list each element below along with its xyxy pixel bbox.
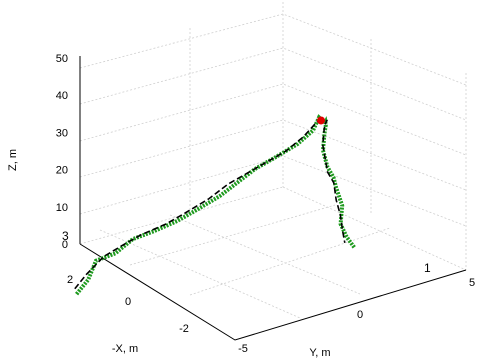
- series-line-green: [75, 114, 357, 296]
- x-tick-label: 2: [67, 274, 73, 286]
- grid-layer: [79, 2, 467, 341]
- series-line-black: [74, 119, 346, 290]
- y-axis-label: Y, m: [309, 347, 330, 359]
- start-marker: [317, 116, 325, 125]
- series-layer: [74, 114, 357, 296]
- y-tick-label: -5: [238, 343, 248, 355]
- z-tick-label: 40: [56, 90, 68, 102]
- z-axis-label: Z, m: [7, 149, 19, 171]
- point-annotation: 3: [62, 229, 69, 243]
- x-tick-label: -2: [179, 323, 189, 335]
- z-tick-label: 30: [56, 127, 68, 139]
- x-axis-label: -X, m: [112, 343, 138, 355]
- x-tick-label: 0: [125, 296, 131, 308]
- point-annotation: 1: [424, 261, 431, 275]
- z-tick-label: 10: [56, 202, 68, 214]
- annotation-layer: 13: [62, 229, 431, 275]
- y-tick-label: 0: [357, 309, 363, 321]
- y-tick-label: 5: [469, 277, 475, 289]
- z-tick-label: 20: [56, 165, 68, 177]
- z-tick-label: 0: [62, 239, 68, 251]
- z-tick-label: 50: [56, 53, 68, 65]
